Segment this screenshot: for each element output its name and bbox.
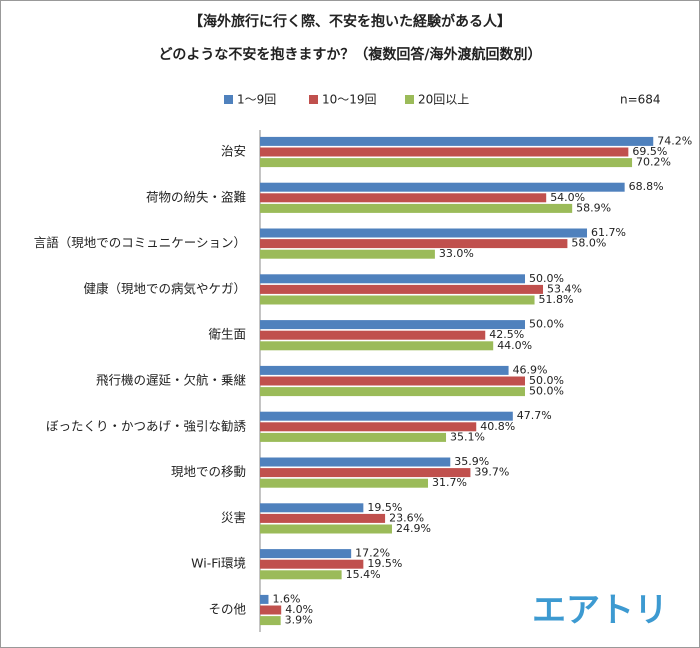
value-label: 19.5% — [367, 557, 402, 570]
bar — [260, 503, 364, 513]
bar — [260, 478, 429, 488]
value-label: 58.9% — [576, 201, 611, 214]
logo: エアトリ — [532, 591, 668, 631]
value-label: 17.2% — [355, 547, 390, 560]
category-label: 治安 — [221, 144, 246, 159]
bar — [260, 136, 654, 146]
chart-subtitle: どのような不安を抱きますか？（複数回答/海外渡航回数別） — [158, 46, 541, 63]
value-label: 46.9% — [513, 363, 548, 376]
category-label: 荷物の紛失・盗難 — [146, 189, 246, 204]
value-label: 53.4% — [547, 282, 582, 295]
category-label: 健康（現地での病気やケガ） — [83, 281, 246, 296]
bar — [260, 158, 633, 168]
value-label: 54.0% — [550, 191, 585, 204]
value-label: 44.0% — [497, 339, 532, 352]
bar — [260, 616, 281, 626]
value-label: 61.7% — [591, 226, 626, 239]
value-label: 23.6% — [389, 511, 424, 524]
value-label: 19.5% — [367, 501, 402, 514]
bar — [260, 411, 513, 421]
value-label: 33.0% — [439, 247, 474, 260]
bar — [260, 193, 547, 203]
value-label: 31.7% — [432, 476, 467, 489]
bar — [260, 274, 525, 284]
bar — [260, 570, 342, 580]
value-label: 4.0% — [285, 603, 313, 616]
legend-label: 20回以上 — [418, 93, 469, 107]
bar — [260, 549, 352, 559]
value-label: 70.2% — [636, 156, 671, 169]
bar — [260, 341, 494, 351]
category-label: 現地での移動 — [171, 464, 246, 479]
value-label: 15.4% — [346, 568, 381, 581]
value-label: 40.8% — [480, 420, 515, 433]
legend-swatch — [309, 95, 318, 104]
value-label: 68.8% — [629, 180, 664, 193]
value-label: 3.9% — [285, 614, 313, 627]
bar — [260, 147, 629, 157]
legend-label: 1～9回 — [237, 93, 276, 107]
bar — [260, 524, 392, 534]
value-label: 50.0% — [529, 272, 564, 285]
value-label: 51.8% — [539, 293, 574, 306]
value-label: 58.0% — [571, 237, 606, 250]
bar — [260, 594, 269, 604]
bar — [260, 605, 282, 615]
value-label: 74.2% — [657, 134, 692, 147]
bar — [260, 249, 435, 259]
legend-label: 10～19回 — [322, 93, 377, 107]
bar — [260, 422, 477, 432]
category-label: ぼったくり・かつあげ・強引な勧誘 — [46, 418, 247, 433]
category-label: 言語（現地でのコミュニケーション） — [34, 235, 246, 250]
bar — [260, 365, 509, 375]
value-label: 42.5% — [489, 328, 524, 341]
value-label: 50.0% — [529, 374, 564, 387]
annotation: n=684 — [620, 93, 661, 107]
legend-swatch — [224, 95, 233, 104]
chart-title: 【海外旅行に行く際、不安を抱いた経験がある人】 — [189, 13, 511, 30]
bar — [260, 387, 525, 397]
bar — [260, 228, 588, 238]
bar — [260, 239, 568, 249]
bar — [260, 457, 451, 467]
bar — [260, 376, 525, 386]
category-label: 飛行機の遅延・欠航・乗継 — [96, 373, 246, 388]
bar — [260, 320, 525, 330]
bar — [260, 468, 471, 478]
bar — [260, 432, 447, 442]
value-label: 50.0% — [529, 318, 564, 331]
category-label: 衛生面 — [208, 327, 246, 342]
value-label: 1.6% — [272, 592, 300, 605]
value-label: 50.0% — [529, 385, 564, 398]
category-label: 災害 — [221, 510, 246, 525]
category-label: Wi-Fi環境 — [191, 556, 246, 571]
bar — [260, 330, 486, 340]
value-label: 39.7% — [474, 466, 509, 479]
bar — [260, 284, 544, 294]
value-label: 35.9% — [454, 455, 489, 468]
bar — [260, 203, 573, 213]
value-label: 35.1% — [450, 430, 485, 443]
bar — [260, 559, 364, 569]
category-label: その他 — [208, 602, 246, 617]
legend-swatch — [405, 95, 414, 104]
bar — [260, 513, 386, 523]
value-label: 69.5% — [632, 145, 667, 158]
value-label: 47.7% — [517, 409, 552, 422]
value-label: 24.9% — [396, 522, 431, 535]
bar — [260, 295, 535, 305]
bar — [260, 182, 625, 192]
